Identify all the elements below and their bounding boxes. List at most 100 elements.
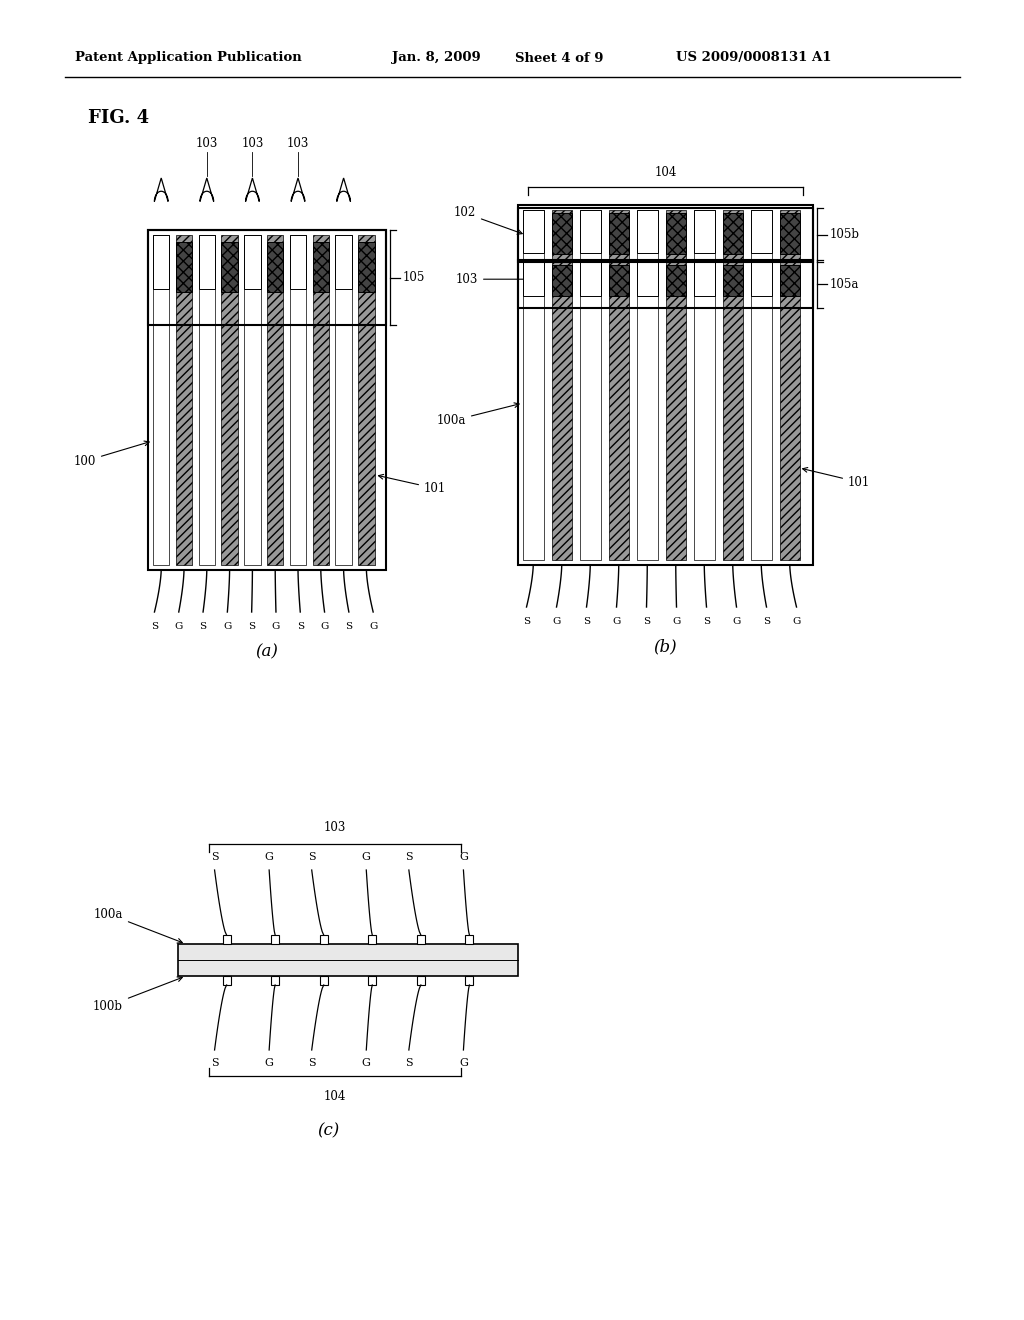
Text: S: S <box>702 616 710 626</box>
Text: G: G <box>361 851 371 862</box>
Text: 100a: 100a <box>436 403 519 428</box>
Bar <box>523 261 544 296</box>
Bar <box>779 210 800 560</box>
Bar <box>222 935 230 944</box>
Bar <box>178 944 518 975</box>
Text: S: S <box>406 851 413 862</box>
Text: (a): (a) <box>256 644 279 660</box>
Bar <box>148 230 386 570</box>
Bar <box>148 230 386 325</box>
Text: G: G <box>361 1059 371 1068</box>
Polygon shape <box>155 178 168 202</box>
Bar <box>199 235 215 289</box>
Text: G: G <box>459 851 468 862</box>
Text: S: S <box>308 851 315 862</box>
Bar <box>580 210 600 252</box>
Bar <box>666 210 686 560</box>
Bar <box>466 935 473 944</box>
Text: S: S <box>211 851 218 862</box>
Bar <box>694 261 715 296</box>
Text: G: G <box>223 622 231 631</box>
Text: Patent Application Publication: Patent Application Publication <box>75 51 302 65</box>
Text: G: G <box>793 616 801 626</box>
Text: G: G <box>321 622 329 631</box>
Bar <box>312 242 329 292</box>
Bar <box>580 261 600 296</box>
Text: G: G <box>552 616 561 626</box>
Text: 103: 103 <box>196 137 218 150</box>
Bar <box>666 265 686 296</box>
Bar <box>694 210 715 252</box>
Bar <box>319 935 328 944</box>
Text: Jan. 8, 2009: Jan. 8, 2009 <box>392 51 480 65</box>
Bar <box>271 935 280 944</box>
Text: G: G <box>265 1059 273 1068</box>
Text: 105b: 105b <box>830 228 860 242</box>
Text: 100b: 100b <box>93 977 182 1012</box>
Text: G: G <box>732 616 740 626</box>
Text: 103: 103 <box>242 137 263 150</box>
Bar <box>694 210 715 560</box>
Text: S: S <box>248 622 255 631</box>
Bar <box>222 975 230 985</box>
Text: 104: 104 <box>654 166 677 180</box>
Bar <box>153 235 169 565</box>
Text: S: S <box>151 622 158 631</box>
Bar <box>637 261 657 296</box>
Bar <box>523 210 544 252</box>
Bar <box>779 213 800 253</box>
Bar <box>290 235 306 289</box>
Bar <box>267 242 284 292</box>
Bar <box>518 260 813 308</box>
Text: 100: 100 <box>74 441 150 467</box>
Text: 103: 103 <box>456 273 532 285</box>
Text: 102: 102 <box>454 206 522 234</box>
Bar <box>312 235 329 565</box>
Bar <box>417 935 425 944</box>
Bar <box>580 210 600 560</box>
Text: S: S <box>211 1059 218 1068</box>
Bar <box>518 209 813 261</box>
Bar <box>221 235 238 565</box>
Bar <box>267 235 284 565</box>
Text: 105a: 105a <box>830 277 859 290</box>
Polygon shape <box>246 178 259 202</box>
Text: G: G <box>612 616 621 626</box>
Bar <box>518 205 813 565</box>
Text: G: G <box>369 622 378 631</box>
Bar <box>336 235 352 565</box>
Bar <box>369 935 376 944</box>
Text: 101: 101 <box>803 467 870 488</box>
Bar <box>666 213 686 253</box>
Text: G: G <box>174 622 183 631</box>
Text: G: G <box>265 851 273 862</box>
Text: 103: 103 <box>287 137 309 150</box>
Text: 104: 104 <box>324 1090 346 1104</box>
Bar <box>751 210 771 252</box>
Bar <box>751 210 771 560</box>
Bar <box>417 975 425 985</box>
Text: Sheet 4 of 9: Sheet 4 of 9 <box>515 51 603 65</box>
Text: S: S <box>345 622 352 631</box>
Text: 100a: 100a <box>93 908 182 942</box>
Text: G: G <box>459 1059 468 1068</box>
Text: 103: 103 <box>324 821 346 834</box>
Bar <box>336 235 352 289</box>
Bar <box>552 210 572 560</box>
Polygon shape <box>337 178 350 202</box>
Text: S: S <box>583 616 590 626</box>
Bar <box>608 213 629 253</box>
Bar <box>523 210 544 560</box>
Bar <box>319 975 328 985</box>
Text: US 2009/0008131 A1: US 2009/0008131 A1 <box>676 51 831 65</box>
Text: S: S <box>308 1059 315 1068</box>
Bar <box>608 210 629 560</box>
Bar <box>244 235 261 289</box>
Bar <box>221 242 238 292</box>
Bar <box>723 265 743 296</box>
Bar <box>176 235 193 565</box>
Text: S: S <box>763 616 770 626</box>
Text: S: S <box>523 616 530 626</box>
Text: S: S <box>200 622 207 631</box>
Bar <box>358 235 375 565</box>
